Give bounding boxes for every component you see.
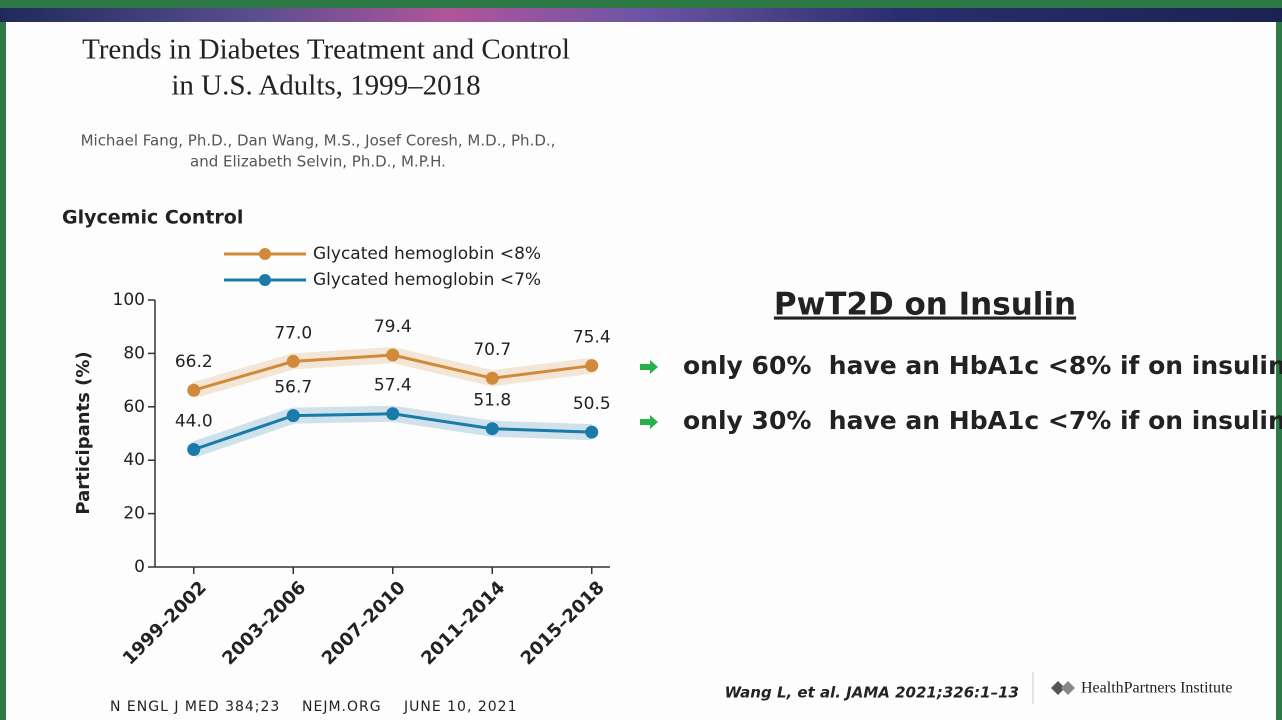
data-point <box>386 407 400 421</box>
title: Trends in Diabetes Treatment and Control <box>82 34 570 66</box>
top-band <box>0 8 1282 22</box>
value-label: 56.7 <box>274 378 312 398</box>
data-point <box>485 371 499 385</box>
data-point <box>585 359 599 373</box>
footer: N ENGL J MED 384;23 <box>110 699 280 715</box>
value-label: 66.2 <box>175 352 213 372</box>
footer: JUNE 10, 2021 <box>403 699 518 715</box>
slide-body <box>6 22 1276 720</box>
logo: HealthPartners Institute <box>1081 680 1233 697</box>
authors: Michael Fang, Ph.D., Dan Wang, M.S., Jos… <box>81 132 556 150</box>
y-tick-label: 20 <box>123 504 145 524</box>
y-tick-label: 80 <box>123 343 145 363</box>
value-label: 57.4 <box>374 376 412 396</box>
data-point <box>485 422 499 436</box>
data-point <box>187 443 201 457</box>
value-label: 77.0 <box>274 323 312 343</box>
data-point <box>286 354 300 368</box>
chart-title: Glycemic Control <box>62 207 243 229</box>
citation: Wang L, et al. JAMA 2021;326:1–13 <box>725 684 1019 702</box>
y-tick-label: 0 <box>134 557 145 577</box>
data-point <box>386 348 400 362</box>
legend-label: Glycated hemoglobin <7% <box>313 270 541 290</box>
bullet: only 30% have an HbA1c <7% if on insulin <box>683 406 1282 435</box>
value-label: 70.7 <box>473 340 511 360</box>
value-label: 51.8 <box>473 391 511 411</box>
title: in U.S. Adults, 1999–2018 <box>171 70 480 102</box>
bullet-arrow <box>640 360 658 374</box>
value-label: 75.4 <box>573 328 611 348</box>
y-tick-label: 40 <box>123 450 145 470</box>
data-point <box>286 409 300 423</box>
bullet: only 60% have an HbA1c <8% if on insulin <box>683 351 1282 380</box>
value-label: 50.5 <box>573 394 611 414</box>
value-label: 44.0 <box>175 412 213 432</box>
legend-marker <box>259 248 271 260</box>
bullet-arrow <box>640 415 658 429</box>
slide-heading: PwT2D on Insulin <box>774 287 1076 323</box>
authors: and Elizabeth Selvin, Ph.D., M.P.H. <box>190 153 446 171</box>
value-label: 79.4 <box>374 317 412 337</box>
legend-label: Glycated hemoglobin <8% <box>313 244 541 264</box>
y-tick-label: 100 <box>113 290 145 310</box>
footer: NEJM.ORG <box>302 699 382 715</box>
legend-marker <box>259 274 271 286</box>
y-tick-label: 60 <box>123 397 145 417</box>
y-axis-label: Participants (%) <box>73 351 94 514</box>
data-point <box>585 425 599 439</box>
logo-icon <box>1051 681 1075 695</box>
data-point <box>187 383 201 397</box>
